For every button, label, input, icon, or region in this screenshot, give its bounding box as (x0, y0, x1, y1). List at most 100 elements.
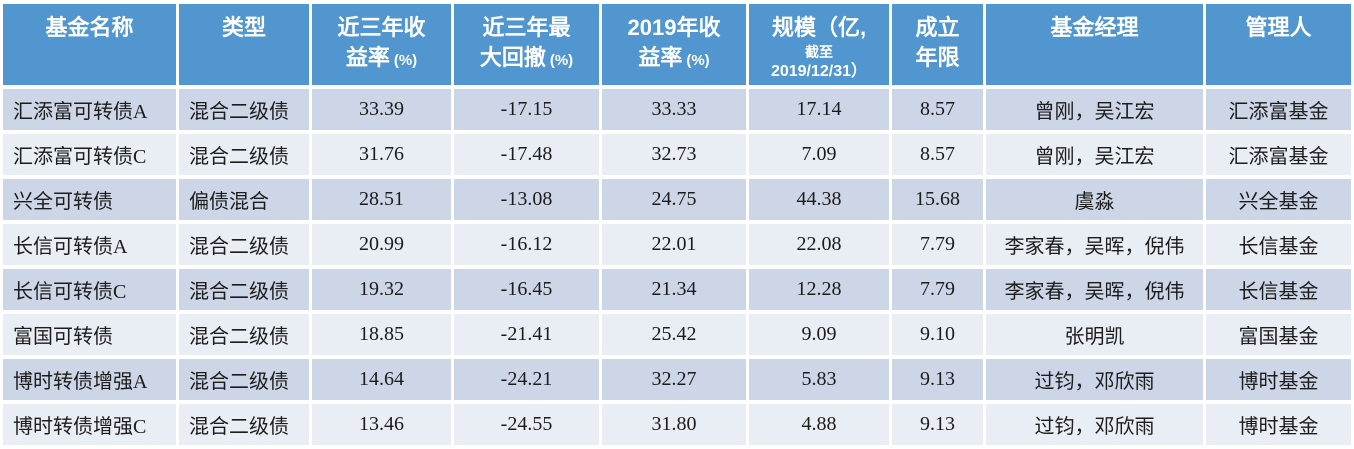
col-header-company: 管理人 (1206, 4, 1351, 85)
header-subline: 截至 (805, 44, 833, 60)
cell-fund-type: 混合二级债 (179, 314, 309, 355)
header-line: 成立 (915, 15, 960, 40)
col-header-fund-type: 类型 (179, 4, 309, 85)
cell-fund-type: 混合二级债 (179, 269, 309, 310)
cell-manager: 过钧，邓欣雨 (986, 359, 1203, 400)
cell-fund-name: 长信可转债C (3, 269, 176, 310)
header-line: 年限 (915, 45, 960, 70)
header-line: 益率 (%) (603, 43, 745, 76)
cell-scale: 22.08 (749, 224, 889, 265)
cell-fund-name: 汇添富可转债C (3, 134, 176, 175)
cell-fund-name: 博时转债增强C (3, 404, 176, 445)
cell-company: 博时基金 (1206, 359, 1351, 400)
table-row: 富国可转债 混合二级债 18.85 -21.41 25.42 9.09 9.10 张明凯 富国基… (3, 314, 1351, 355)
cell-fund-name: 汇添富可转债A (3, 89, 176, 130)
percent-unit-label: (%) (549, 52, 574, 69)
header-label: 基金名称 (45, 15, 134, 40)
cell-manager: 曾刚，吴江宏 (986, 89, 1203, 130)
cell-fund-name: 博时转债增强A (3, 359, 176, 400)
table-row: 汇添富可转债C 混合二级债 31.76 -17.48 32.73 7.09 8.57 曾刚，吴… (3, 134, 1351, 175)
cell-manager: 李家春，吴晖，倪伟 (986, 269, 1203, 310)
table-row: 汇添富可转债A 混合二级债 33.39 -17.15 33.33 17.14 8.57 曾刚，… (3, 89, 1351, 130)
cell-max-drawdown-3y: -17.48 (454, 134, 599, 175)
col-header-return-3y: 近三年收 益率 (%) (312, 4, 451, 85)
cell-age: 9.13 (892, 404, 983, 445)
cell-return-2019: 33.33 (602, 89, 746, 130)
cell-company: 富国基金 (1206, 314, 1351, 355)
cell-return-3y: 33.39 (312, 89, 451, 130)
cell-return-2019: 22.01 (602, 224, 746, 265)
cell-manager: 张明凯 (986, 314, 1203, 355)
cell-max-drawdown-3y: -21.41 (454, 314, 599, 355)
cell-age: 9.10 (892, 314, 983, 355)
col-header-manager: 基金经理 (986, 4, 1203, 85)
cell-fund-name: 兴全可转债 (3, 179, 176, 220)
cell-fund-name: 长信可转债A (3, 224, 176, 265)
header-subline: 2019/12/31） (770, 63, 868, 80)
table-row: 博时转债增强C 混合二级债 13.46 -24.55 31.80 4.88 9.13 过钧，邓… (3, 404, 1351, 445)
cell-max-drawdown-3y: -16.45 (454, 269, 599, 310)
cell-return-3y: 20.99 (312, 224, 451, 265)
header-label: 大回撤 (479, 45, 546, 70)
cell-return-2019: 25.42 (602, 314, 746, 355)
cell-scale: 7.09 (749, 134, 889, 175)
cell-company: 汇添富基金 (1206, 134, 1351, 175)
cell-age: 7.79 (892, 269, 983, 310)
header-label: 类型 (221, 15, 266, 40)
cell-fund-type: 混合二级债 (179, 359, 309, 400)
table-header: 基金名称 类型 近三年收 益率 (%) 近三年最 大回撤 (%) 2019年收 益率… (3, 4, 1351, 85)
cell-return-2019: 21.34 (602, 269, 746, 310)
cell-return-3y: 13.46 (312, 404, 451, 445)
cell-company: 长信基金 (1206, 269, 1351, 310)
cell-manager: 虞淼 (986, 179, 1203, 220)
cell-scale: 12.28 (749, 269, 889, 310)
table-row: 博时转债增强A 混合二级债 14.64 -24.21 32.27 5.83 9.13 过钧，邓… (3, 359, 1351, 400)
cell-return-2019: 24.75 (602, 179, 746, 220)
header-label: 益率 (345, 45, 390, 70)
cell-fund-type: 混合二级债 (179, 404, 309, 445)
cell-return-3y: 31.76 (312, 134, 451, 175)
cell-return-2019: 31.80 (602, 404, 746, 445)
cell-age: 8.57 (892, 89, 983, 130)
cell-max-drawdown-3y: -24.21 (454, 359, 599, 400)
col-header-age: 成立 年限 (892, 4, 983, 85)
table-row: 兴全可转债 偏债混合 28.51 -13.08 24.75 44.38 15.68 虞淼 兴全基… (3, 179, 1351, 220)
cell-fund-name: 富国可转债 (3, 314, 176, 355)
cell-age: 9.13 (892, 359, 983, 400)
cell-scale: 4.88 (749, 404, 889, 445)
cell-return-2019: 32.27 (602, 359, 746, 400)
header-label: 基金经理 (1050, 15, 1139, 40)
header-line: 规模（亿, (771, 15, 867, 40)
header-line: 近三年收 (337, 15, 426, 40)
header-line: 益率 (%) (313, 43, 450, 76)
cell-return-3y: 28.51 (312, 179, 451, 220)
table-row: 长信可转债C 混合二级债 19.32 -16.45 21.34 12.28 7.79 李家春，… (3, 269, 1351, 310)
cell-return-3y: 14.64 (312, 359, 451, 400)
cell-scale: 9.09 (749, 314, 889, 355)
header-line: 大回撤 (%) (455, 43, 598, 76)
cell-max-drawdown-3y: -17.15 (454, 89, 599, 130)
cell-return-2019: 32.73 (602, 134, 746, 175)
cell-return-3y: 19.32 (312, 269, 451, 310)
percent-unit-label: (%) (686, 52, 710, 69)
cell-manager: 过钧，邓欣雨 (986, 404, 1203, 445)
cell-fund-type: 偏债混合 (179, 179, 309, 220)
col-header-return-2019: 2019年收 益率 (%) (602, 4, 746, 85)
col-header-fund-name: 基金名称 (3, 4, 176, 85)
col-header-scale: 规模（亿, 截至 2019/12/31） (749, 4, 889, 85)
cell-age: 15.68 (892, 179, 983, 220)
header-line: 近三年最 (482, 15, 571, 40)
cell-return-3y: 18.85 (312, 314, 451, 355)
cell-manager: 曾刚，吴江宏 (986, 134, 1203, 175)
cell-fund-type: 混合二级债 (179, 134, 309, 175)
cell-fund-type: 混合二级债 (179, 89, 309, 130)
cell-fund-type: 混合二级债 (179, 224, 309, 265)
cell-max-drawdown-3y: -24.55 (454, 404, 599, 445)
header-label: 益率 (638, 45, 683, 70)
cell-manager: 李家春，吴晖，倪伟 (986, 224, 1203, 265)
cell-scale: 44.38 (749, 179, 889, 220)
table-row: 长信可转债A 混合二级债 20.99 -16.12 22.01 22.08 7.79 李家春，… (3, 224, 1351, 265)
cell-scale: 17.14 (749, 89, 889, 130)
table-body: 汇添富可转债A 混合二级债 33.39 -17.15 33.33 17.14 8.57 曾刚，… (3, 89, 1351, 445)
